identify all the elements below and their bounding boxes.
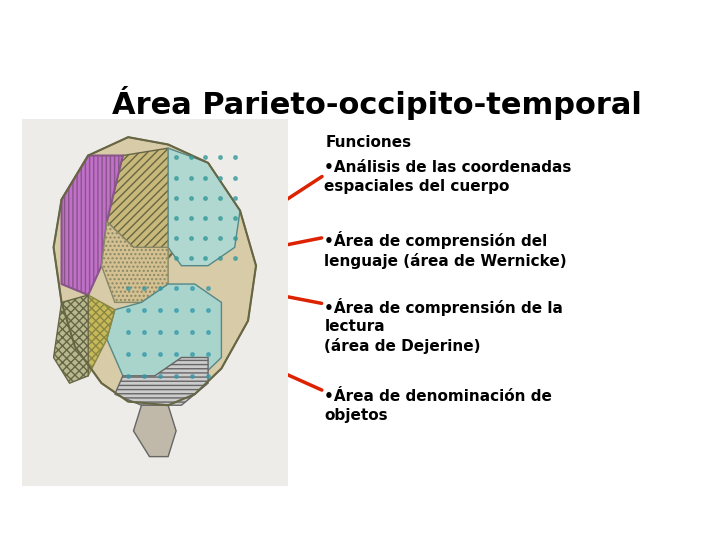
FancyBboxPatch shape	[22, 119, 288, 486]
Polygon shape	[115, 357, 208, 405]
Polygon shape	[102, 221, 168, 302]
Polygon shape	[107, 148, 194, 258]
Polygon shape	[133, 405, 176, 457]
Text: Funciones: Funciones	[326, 136, 412, 151]
Text: •Área de comprensión de la
lectura
(área de Dejerine): •Área de comprensión de la lectura (área…	[324, 298, 563, 354]
Polygon shape	[53, 295, 88, 383]
Text: •Análisis de las coordenadas
espaciales del cuerpo: •Análisis de las coordenadas espaciales …	[324, 160, 572, 194]
Polygon shape	[107, 284, 222, 394]
Polygon shape	[53, 137, 256, 405]
Text: Área Parieto-occipito-temporal: Área Parieto-occipito-temporal	[112, 85, 642, 119]
Polygon shape	[62, 156, 123, 295]
Text: •Área de comprensión del
lenguaje (área de Wernicke): •Área de comprensión del lenguaje (área …	[324, 231, 567, 269]
Text: •Área de denominación de
objetos: •Área de denominación de objetos	[324, 389, 552, 423]
Polygon shape	[62, 295, 115, 376]
Polygon shape	[168, 148, 240, 266]
